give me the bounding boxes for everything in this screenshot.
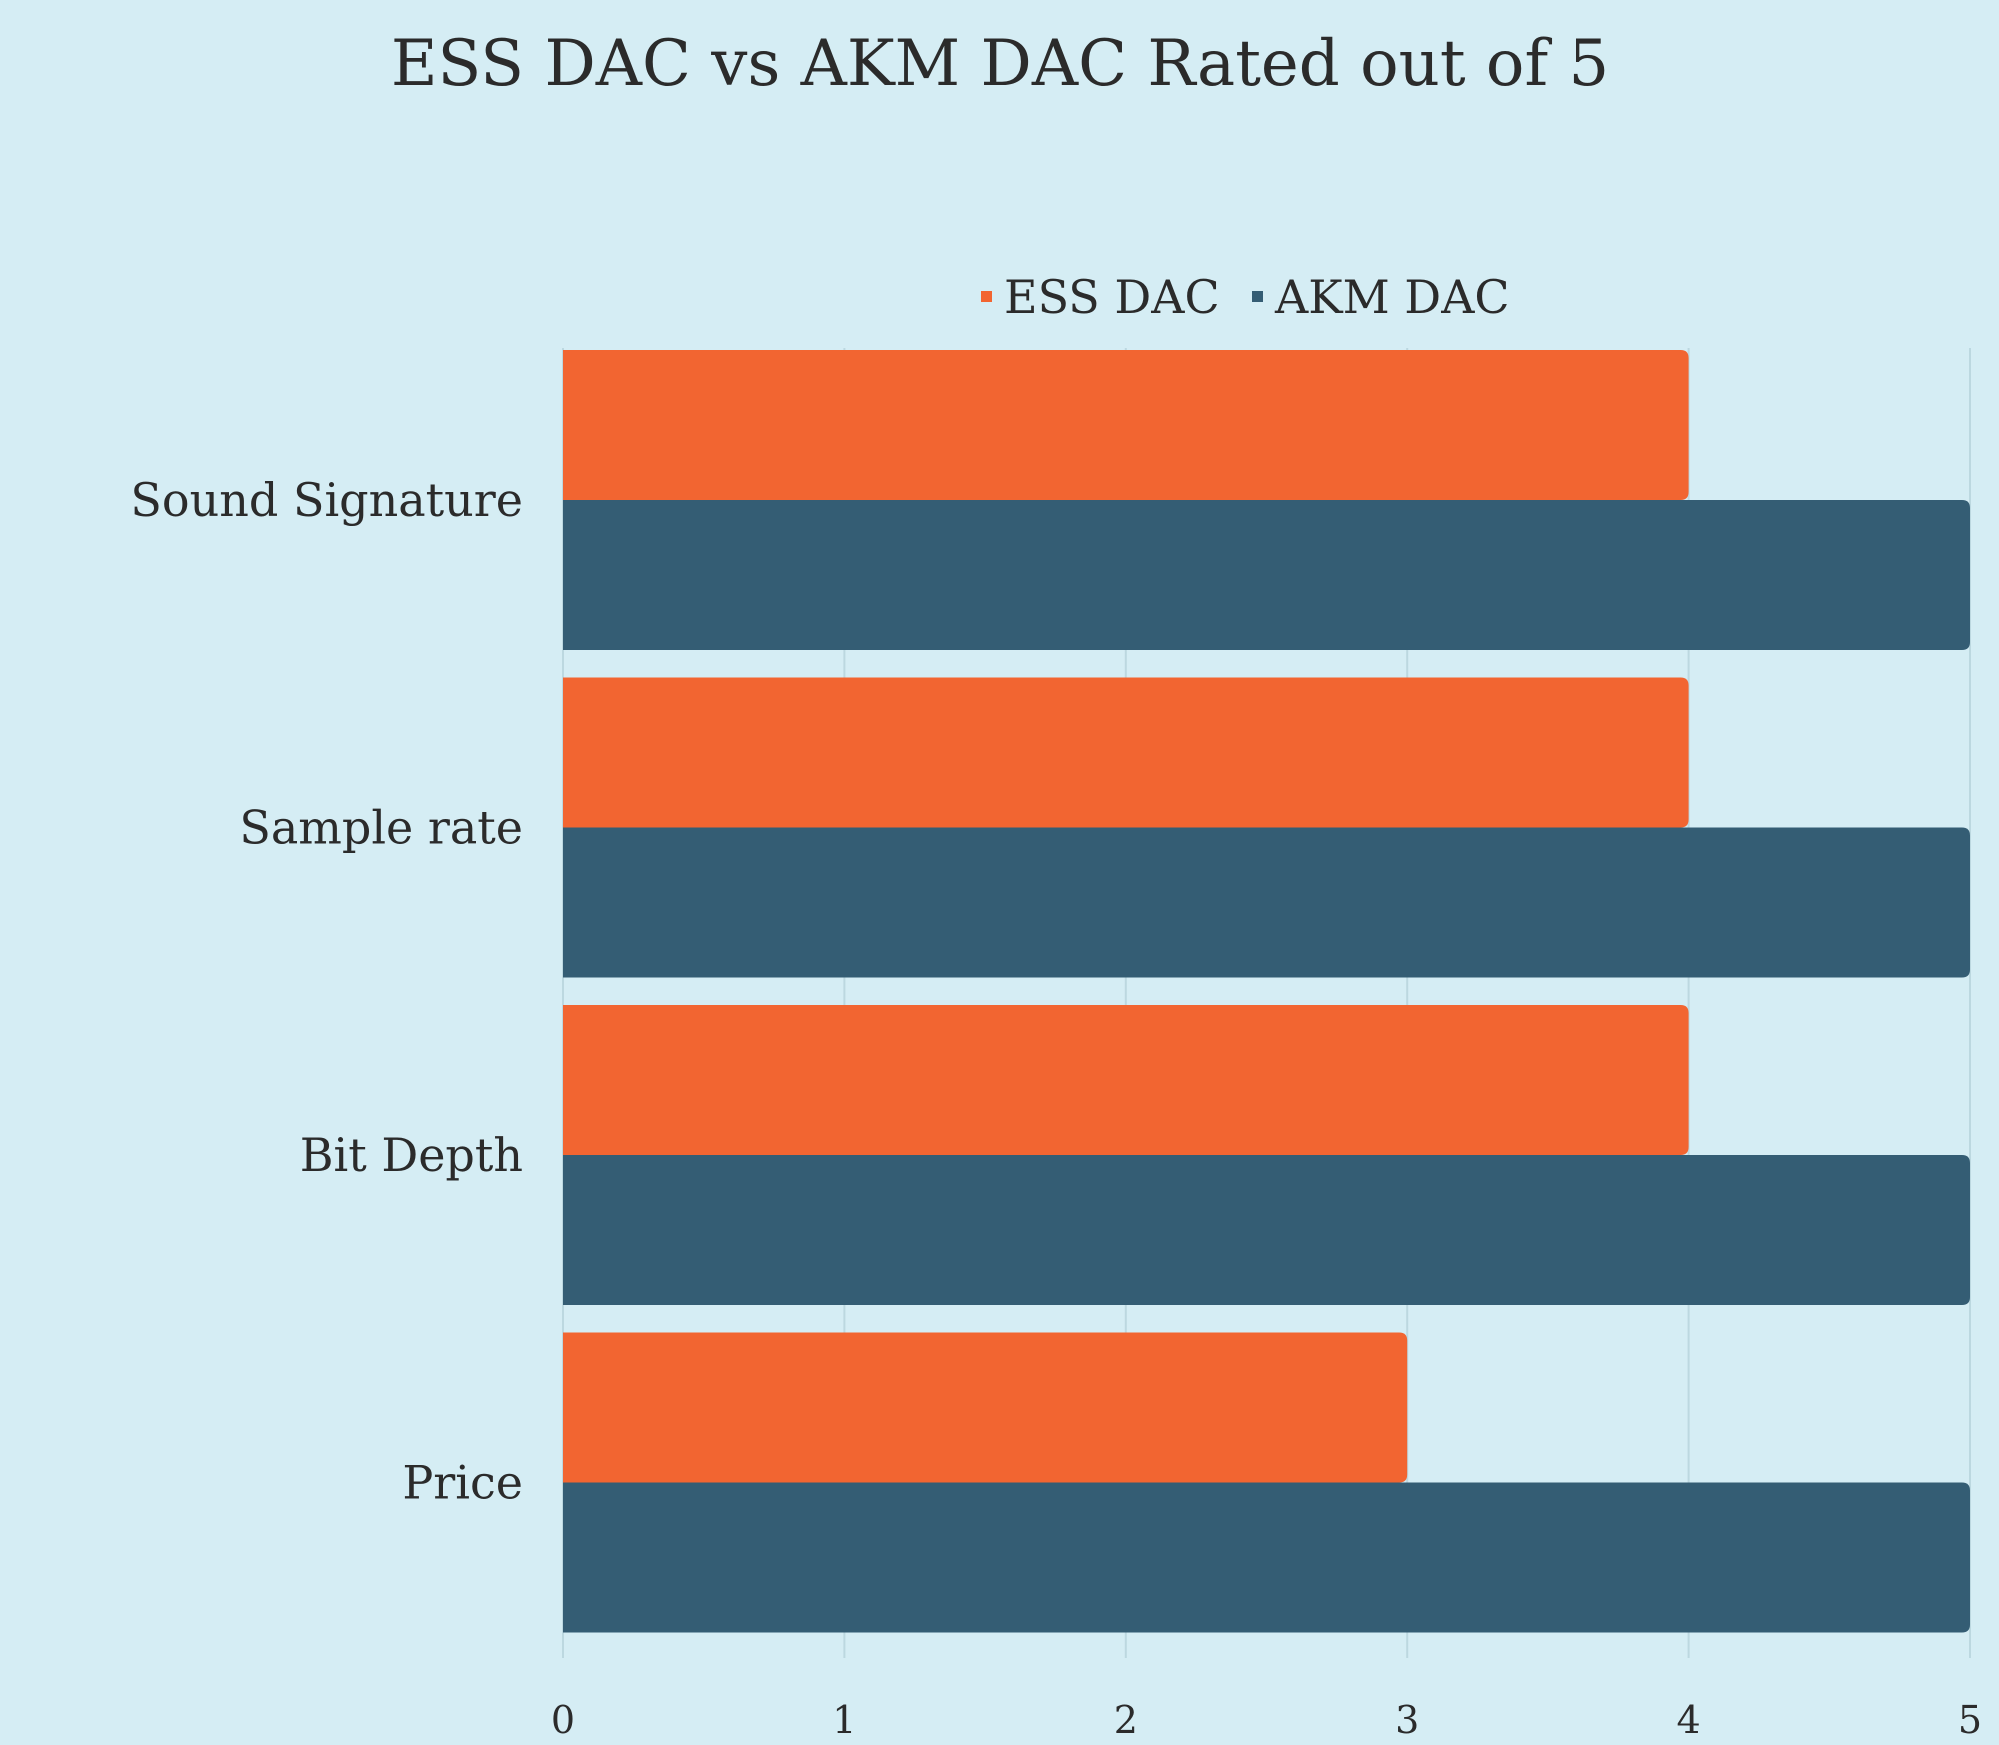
category-labels: Sound Signature Sample rate Bit Depth Price [130,473,523,1510]
x-tick-label: 5 [1958,1698,1982,1742]
x-tick-label: 1 [832,1698,856,1742]
bar-akm-dac-bit-depth [563,1155,1970,1305]
x-tick-label: 0 [551,1698,575,1742]
bar-ess-dac-sample-rate [563,677,1689,828]
legend-label-akm-dac: AKM DAC [1274,270,1510,324]
legend: ESS DAC AKM DAC [981,270,1510,324]
bar-akm-dac-sound-signature [563,500,1970,650]
legend-swatch-ess-dac [981,291,992,302]
bar-akm-dac-price [563,1482,1970,1633]
x-axis-tick-labels: 0 1 2 3 4 5 [551,1698,1982,1742]
x-tick-label: 3 [1395,1698,1419,1742]
x-tick-label: 4 [1677,1698,1701,1742]
bar-akm-dac-sample-rate [563,827,1970,978]
category-label: Price [402,1456,523,1510]
bars [563,350,1970,1633]
chart-title: ESS DAC vs AKM DAC Rated out of 5 [391,27,1609,101]
bar-ess-dac-bit-depth [563,1005,1689,1155]
category-label: Bit Depth [300,1128,523,1182]
category-label: Sound Signature [130,473,523,527]
bar-ess-dac-price [563,1332,1408,1483]
category-label: Sample rate [239,801,523,855]
x-tick-label: 2 [1114,1698,1138,1742]
legend-swatch-akm-dac [1252,291,1263,302]
legend-label-ess-dac: ESS DAC [1004,270,1220,324]
bar-ess-dac-sound-signature [563,350,1689,500]
